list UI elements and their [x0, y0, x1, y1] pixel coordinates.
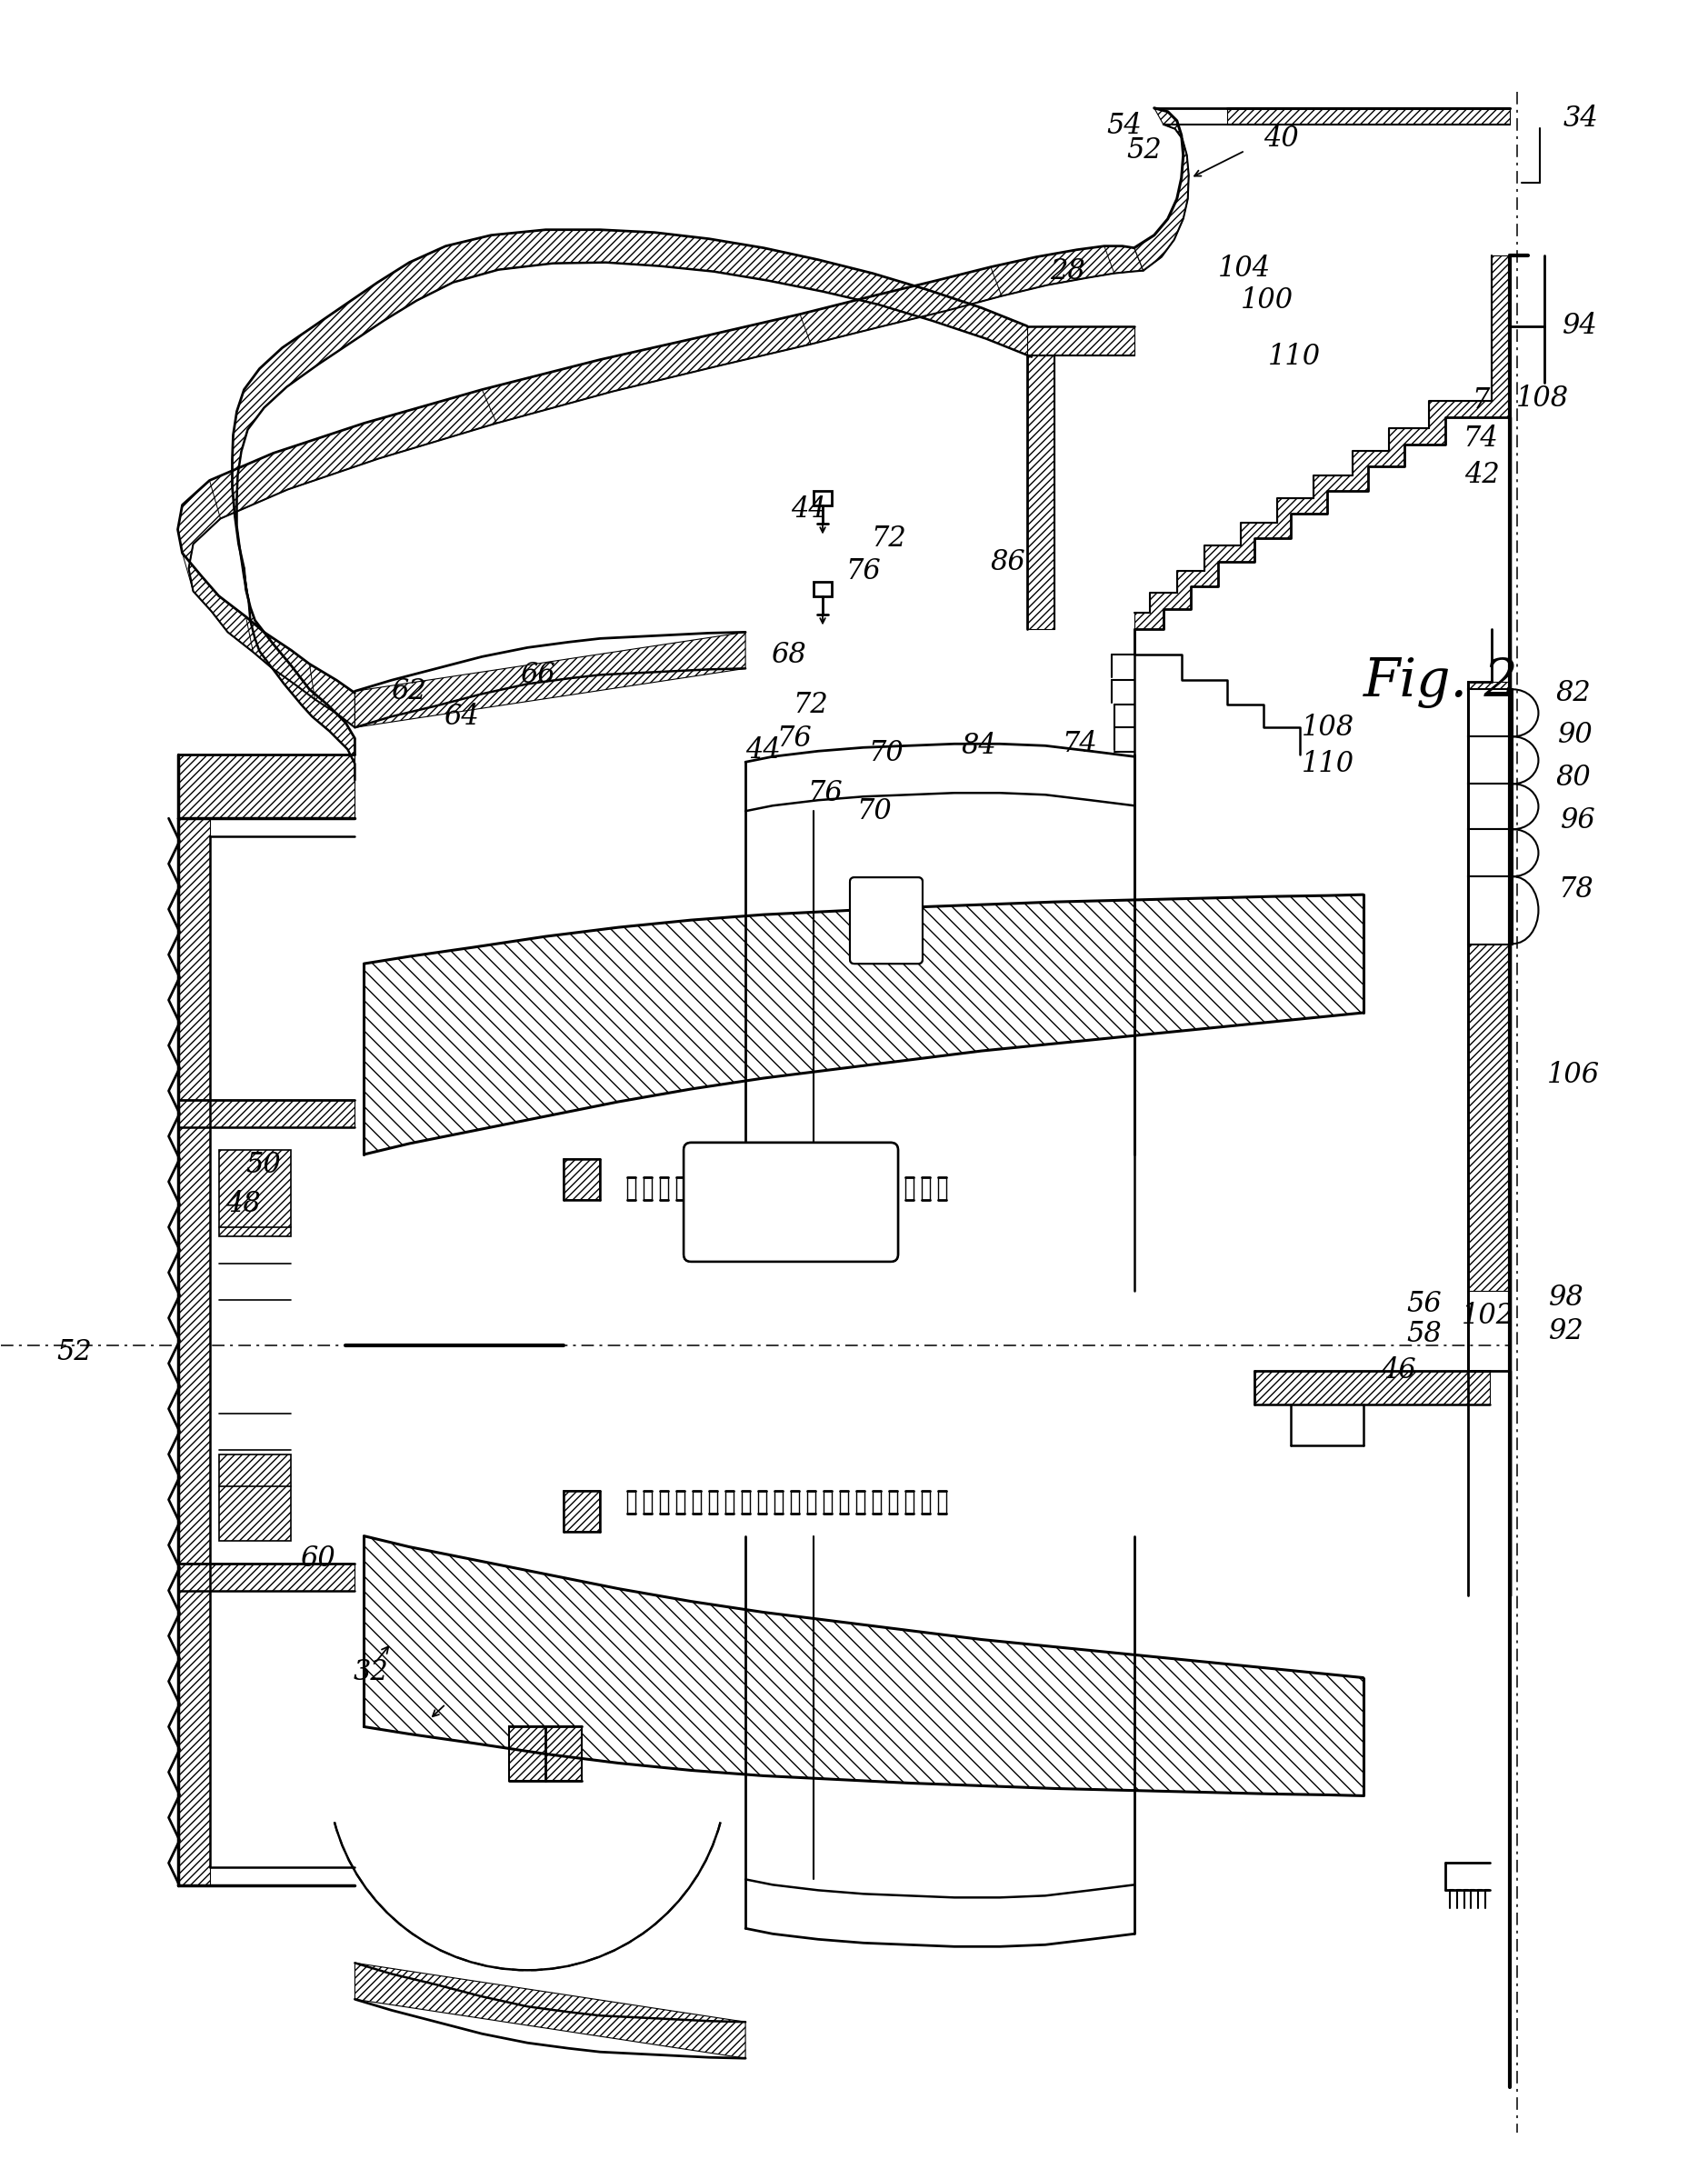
Text: 106: 106 — [1547, 1061, 1599, 1090]
Text: 110: 110 — [1267, 342, 1320, 370]
Polygon shape — [178, 754, 355, 819]
Polygon shape — [364, 1536, 1363, 1795]
Polygon shape — [244, 569, 355, 780]
FancyBboxPatch shape — [851, 878, 922, 963]
FancyBboxPatch shape — [683, 1142, 898, 1262]
Polygon shape — [355, 1963, 745, 2059]
Text: 74: 74 — [1464, 425, 1498, 453]
Text: 46: 46 — [1382, 1358, 1416, 1384]
Polygon shape — [355, 632, 745, 728]
Text: 102: 102 — [1462, 1303, 1513, 1329]
Text: 66: 66 — [521, 660, 555, 689]
Text: 76: 76 — [777, 723, 811, 752]
Polygon shape — [564, 1159, 600, 1201]
Text: 48: 48 — [225, 1190, 261, 1218]
Polygon shape — [813, 582, 832, 597]
Text: 28: 28 — [1050, 257, 1085, 285]
Text: 92: 92 — [1549, 1318, 1585, 1347]
Text: 84: 84 — [962, 732, 997, 760]
Text: 44: 44 — [745, 737, 781, 765]
Polygon shape — [178, 246, 1143, 728]
Text: Fig. 2: Fig. 2 — [1363, 656, 1518, 708]
Text: 100: 100 — [1240, 285, 1293, 314]
Text: 72: 72 — [793, 691, 828, 719]
Polygon shape — [1467, 737, 1513, 784]
Polygon shape — [1467, 784, 1513, 830]
Text: 110: 110 — [1301, 750, 1354, 778]
Text: 90: 90 — [1558, 721, 1594, 750]
Polygon shape — [1134, 109, 1189, 270]
Text: 86: 86 — [991, 549, 1027, 575]
Text: 64: 64 — [444, 702, 480, 730]
Polygon shape — [219, 1151, 292, 1235]
Polygon shape — [1027, 355, 1054, 630]
FancyBboxPatch shape — [683, 1142, 898, 1262]
Polygon shape — [813, 490, 832, 506]
Text: 96: 96 — [1561, 806, 1597, 835]
Text: 108: 108 — [1515, 384, 1568, 412]
Text: 7: 7 — [1472, 386, 1489, 414]
Polygon shape — [232, 229, 1032, 601]
Text: 76: 76 — [845, 558, 881, 586]
Text: 58: 58 — [1407, 1320, 1442, 1349]
Text: 56: 56 — [1407, 1290, 1442, 1318]
Text: 104: 104 — [1218, 255, 1271, 283]
Polygon shape — [1467, 830, 1513, 876]
Text: 78: 78 — [1558, 876, 1594, 904]
Text: 54: 54 — [1107, 111, 1143, 139]
Text: 62: 62 — [391, 678, 427, 706]
Polygon shape — [178, 1100, 355, 1127]
Text: 60: 60 — [301, 1545, 335, 1573]
Text: 74: 74 — [1062, 730, 1097, 758]
Polygon shape — [178, 819, 210, 1885]
Polygon shape — [1134, 255, 1510, 630]
Polygon shape — [1467, 682, 1510, 1290]
Polygon shape — [178, 1562, 355, 1591]
Text: 108: 108 — [1301, 713, 1354, 741]
Text: 52: 52 — [56, 1338, 92, 1366]
Text: 32: 32 — [354, 1658, 388, 1687]
Polygon shape — [1467, 689, 1513, 737]
Polygon shape — [1226, 109, 1510, 124]
Polygon shape — [509, 1726, 582, 1780]
Text: 70: 70 — [868, 739, 904, 767]
Polygon shape — [364, 896, 1363, 1155]
Text: 82: 82 — [1556, 680, 1590, 706]
Text: 50: 50 — [246, 1151, 282, 1179]
Polygon shape — [1027, 327, 1134, 355]
Text: 76: 76 — [808, 778, 842, 806]
Text: 72: 72 — [871, 525, 905, 553]
Text: 42: 42 — [1465, 462, 1500, 488]
Text: 94: 94 — [1563, 312, 1599, 340]
Text: 34: 34 — [1563, 105, 1599, 133]
Polygon shape — [219, 1453, 292, 1541]
Text: 98: 98 — [1549, 1283, 1585, 1312]
Text: 52: 52 — [1127, 137, 1161, 166]
Text: 44: 44 — [791, 495, 827, 523]
Polygon shape — [1467, 876, 1513, 946]
Text: 80: 80 — [1556, 763, 1590, 791]
Text: 70: 70 — [856, 798, 892, 826]
Text: 68: 68 — [770, 641, 806, 669]
Text: 40: 40 — [1264, 124, 1298, 153]
FancyBboxPatch shape — [851, 878, 922, 963]
Polygon shape — [1254, 1371, 1491, 1403]
Polygon shape — [564, 1490, 600, 1532]
